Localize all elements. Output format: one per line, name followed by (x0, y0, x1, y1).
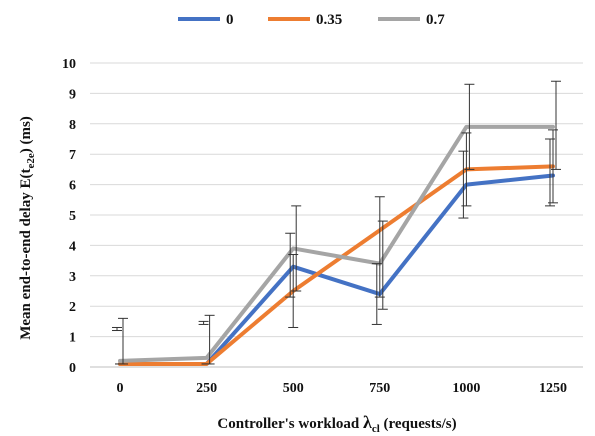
x-tick-250: 250 (196, 381, 217, 396)
x-tick-750: 750 (369, 381, 390, 396)
error-bars (112, 80, 561, 365)
legend-label: 0.35 (316, 12, 342, 28)
y-tick-2: 2 (69, 300, 76, 315)
x-tick-1250: 1250 (539, 381, 567, 396)
series-lines (118, 124, 555, 366)
series-line-0.7 (118, 124, 555, 363)
y-tick-6: 6 (69, 179, 76, 194)
x-tick-labels: 0 250 500 750 1000 1250 (117, 381, 568, 396)
y-tick-0: 0 (69, 361, 76, 376)
error-bar-0.7-0 (118, 317, 128, 365)
error-bar-0.7-1250 (551, 80, 561, 170)
legend-item-0.35: 0.35 (268, 12, 342, 28)
error-bar-0.7-250 (204, 314, 215, 365)
legend-label: 0 (226, 12, 234, 28)
y-tick-7: 7 (69, 148, 76, 163)
error-bar-0.7-750 (377, 220, 388, 310)
x-tick-0: 0 (117, 381, 124, 396)
y-tick-3: 3 (69, 270, 76, 285)
x-tick-500: 500 (283, 381, 304, 396)
y-tick-9: 9 (69, 87, 76, 102)
legend-item-0: 0 (178, 12, 234, 28)
series-line-0.35 (118, 164, 555, 366)
error-bar-0-0 (112, 326, 122, 332)
gridlines (90, 62, 583, 368)
y-tick-8: 8 (69, 118, 76, 133)
y-tick-10: 10 (62, 57, 76, 72)
y-tick-5: 5 (69, 209, 76, 224)
y-tick-labels: 0 1 2 3 4 5 6 7 8 9 10 (62, 57, 76, 376)
x-tick-1000: 1000 (452, 381, 480, 396)
error-bar-0.7-1000 (464, 83, 475, 170)
error-bar-0.7-500 (291, 205, 302, 292)
error-bar-0-250 (198, 320, 209, 325)
y-tick-4: 4 (69, 239, 76, 254)
series-line-0 (118, 173, 555, 366)
y-tick-1: 1 (69, 331, 76, 346)
y-axis-title: Mean end-to-end delay E(te2e) (ms) (18, 116, 37, 340)
legend-item-0.7: 0.7 (378, 12, 445, 28)
legend: 0 0.35 0.7 (178, 12, 445, 28)
legend-label: 0.7 (426, 12, 445, 28)
x-axis-title: Controller's workload λcl (requests/s) (217, 412, 456, 435)
